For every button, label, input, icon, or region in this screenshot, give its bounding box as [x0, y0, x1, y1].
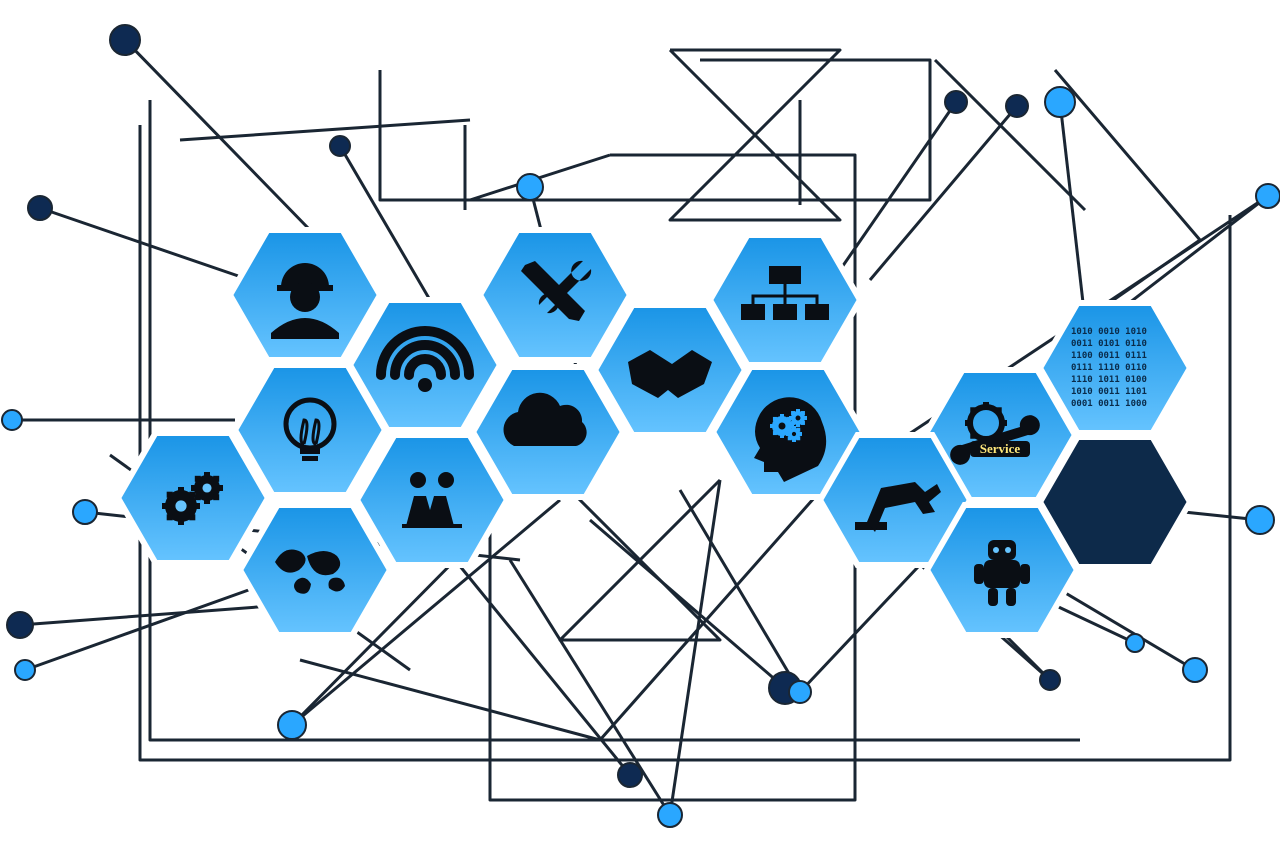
network-edge: [455, 560, 630, 775]
network-edge: [125, 40, 310, 230]
binary-text: 0111 1110 0110: [1071, 363, 1147, 373]
network-node: [945, 91, 967, 113]
binary-text: 0011 0101 0110: [1071, 339, 1147, 349]
network-edge: [590, 520, 785, 688]
network-node: [1183, 658, 1207, 682]
network-node: [1040, 670, 1060, 690]
binary-text: 0001 0011 1000: [1071, 399, 1147, 409]
network-node: [1045, 87, 1075, 117]
network-node: [517, 174, 543, 200]
network-edge: [670, 480, 720, 815]
network-node: [15, 660, 35, 680]
network-node: [330, 136, 350, 156]
binary-text: 1100 0011 0111: [1071, 351, 1147, 361]
network-node: [2, 410, 22, 430]
hex-tools: [480, 230, 630, 360]
network-edge: [380, 60, 930, 200]
diagram-canvas: 1010 0010 1010 0011 0101 0110 1100 0011 01…: [0, 0, 1280, 853]
binary-text: 1010 0010 1010: [1071, 327, 1147, 337]
service-label: Service: [980, 441, 1021, 456]
network-node: [1246, 506, 1274, 534]
hex-worker: [230, 230, 380, 360]
network-node: [28, 196, 52, 220]
network-edge: [1060, 102, 1085, 320]
network-node: [1006, 95, 1028, 117]
network-node: [7, 612, 33, 638]
network-edge: [670, 50, 840, 220]
network-node: [278, 711, 306, 739]
network-edge: [180, 120, 470, 140]
network-node: [618, 763, 642, 787]
binary-text: 1110 1011 0100: [1071, 375, 1147, 385]
network-edge: [560, 480, 720, 640]
network-node: [73, 500, 97, 524]
network-node: [1256, 184, 1280, 208]
network-edge: [680, 490, 800, 692]
binary-icon: 1010 0010 1010 0011 0101 0110 1100 0011 01…: [1071, 327, 1147, 409]
binary-text: 1010 0011 1101: [1071, 387, 1147, 397]
network-node: [658, 803, 682, 827]
network-edge: [40, 208, 250, 280]
network-node: [1126, 634, 1144, 652]
network-node: [110, 25, 140, 55]
network-node: [789, 681, 811, 703]
hex-worldmap: [240, 505, 390, 635]
